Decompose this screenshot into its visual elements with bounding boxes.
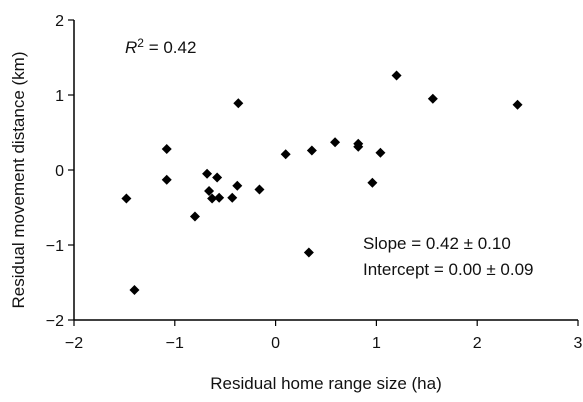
data-point	[391, 70, 402, 81]
r-squared-symbol: R	[125, 38, 137, 57]
r-squared-annotation: R2 = 0.42	[125, 36, 196, 57]
y-tick-label: −1	[46, 238, 64, 255]
data-point	[161, 174, 172, 185]
data-point	[303, 247, 314, 258]
data-point	[367, 177, 378, 188]
data-point	[189, 211, 200, 222]
data-point	[232, 180, 243, 191]
data-point	[233, 98, 244, 109]
data-point	[353, 141, 364, 152]
x-tick-label: −1	[166, 335, 184, 352]
data-point	[207, 193, 218, 204]
data-point	[214, 192, 225, 203]
data-points	[121, 70, 523, 295]
r-squared-superscript: 2	[137, 36, 144, 50]
intercept-annotation: Intercept = 0.00 ± 0.09	[363, 260, 533, 279]
y-tick-label: −2	[46, 313, 64, 330]
x-tick-label: −2	[65, 335, 83, 352]
data-point	[212, 172, 223, 183]
y-axis-ticks: −2 −1 0 1 2	[46, 13, 74, 330]
x-tick-label: 1	[372, 335, 381, 352]
x-axis-label: Residual home range size (ha)	[210, 374, 442, 393]
x-tick-label: 3	[574, 335, 583, 352]
data-point	[121, 193, 132, 204]
x-tick-label: 2	[473, 335, 482, 352]
r-squared-value: = 0.42	[144, 38, 196, 57]
data-point	[330, 137, 341, 148]
data-point	[306, 145, 317, 156]
data-point	[129, 285, 140, 295]
x-tick-label: 0	[271, 335, 280, 352]
y-tick-label: 2	[55, 13, 64, 30]
data-point	[427, 93, 438, 104]
y-tick-label: 1	[55, 88, 64, 105]
y-tick-label: 0	[55, 163, 64, 180]
slope-annotation: Slope = 0.42 ± 0.10	[363, 234, 511, 253]
y-axis-label: Residual movement distance (km)	[9, 52, 28, 309]
data-point	[204, 186, 215, 196]
data-point	[227, 192, 238, 203]
data-point	[202, 168, 213, 179]
data-point	[161, 144, 172, 154]
data-point	[375, 147, 386, 158]
data-point	[280, 149, 291, 160]
data-point	[512, 99, 523, 110]
plot-area: −2 −1 0 1 2 3 −2 −1 0 1 2	[46, 13, 583, 352]
data-point	[254, 184, 265, 195]
x-axis-ticks: −2 −1 0 1 2 3	[65, 320, 583, 352]
